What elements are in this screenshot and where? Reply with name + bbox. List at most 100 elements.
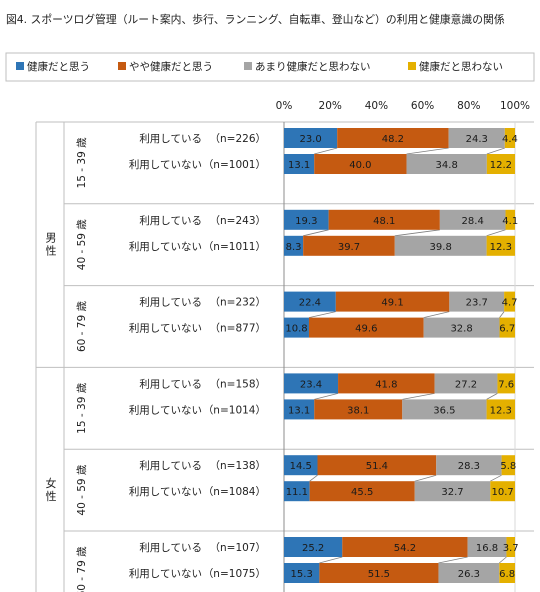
row-n-label: （n=138） xyxy=(210,460,267,472)
bar-segment xyxy=(338,373,435,394)
legend-label-4: 健康だと思わない xyxy=(419,60,503,73)
bar-segment xyxy=(504,128,515,148)
bar-segment xyxy=(486,235,515,256)
row-labels: 男性女性15 - 39 歳利用している （n=226）利用していない （n=1001… xyxy=(44,133,266,592)
bar-value-label: 22.4 xyxy=(299,298,321,309)
row-n-label: （n=107） xyxy=(210,542,267,554)
age-label: 15 - 39 歳 xyxy=(76,382,88,434)
x-tick-label: 0% xyxy=(276,100,293,112)
legend-label-2: やや健康だと思う xyxy=(129,60,213,73)
bar-value-label: 12.3 xyxy=(490,405,512,416)
legend-label-3: あまり健康だと思わない xyxy=(255,60,371,73)
bar-segment xyxy=(342,537,468,557)
bar-value-label: 8.3 xyxy=(286,242,302,253)
row-label: 利用していない xyxy=(129,323,202,335)
series-line xyxy=(394,229,440,237)
bar-segment xyxy=(284,209,329,230)
series-line xyxy=(314,393,339,400)
bar-value-label: 26.3 xyxy=(458,569,480,580)
bar-value-label: 45.5 xyxy=(351,487,373,498)
bar-segment xyxy=(284,563,320,583)
bar-value-label: 19.3 xyxy=(295,216,317,227)
bar-value-label: 23.7 xyxy=(466,298,488,309)
bar-value-label: 12.2 xyxy=(490,160,512,171)
bar-segment xyxy=(394,235,487,256)
bar-value-label: 27.2 xyxy=(455,379,477,390)
series-line xyxy=(309,474,318,482)
bar-segment xyxy=(439,209,506,230)
legend-box xyxy=(5,52,535,82)
bar-value-label: 16.8 xyxy=(476,543,498,554)
row-n-label: （n=243） xyxy=(210,215,267,227)
series-line xyxy=(499,311,505,318)
bar-segment xyxy=(499,317,515,338)
bar-segment xyxy=(309,481,415,502)
bar-segment xyxy=(319,563,439,583)
bar-value-label: 12.3 xyxy=(490,242,512,253)
bar-value-label: 51.5 xyxy=(368,569,390,580)
legend-swatch-3 xyxy=(244,62,252,70)
age-label: 15 - 39 歳 xyxy=(76,137,88,189)
legend-label-1: 健康だと思う xyxy=(27,60,90,73)
series-line xyxy=(314,147,338,155)
row-label: 利用していない xyxy=(129,486,202,498)
bars: 23.0 48.2 24.3 4.4 13.1 40.0 34.8 12.2 19.3 48.1 2… xyxy=(284,128,519,583)
series-line xyxy=(486,393,498,400)
bar-segment xyxy=(438,563,500,583)
row-n-label: （n=232） xyxy=(210,297,267,309)
bar-value-label: 10.8 xyxy=(285,324,307,335)
series-line xyxy=(423,311,450,318)
bar-value-label: 4.1 xyxy=(502,216,518,227)
bar-segment xyxy=(423,317,500,338)
age-label: 40 - 59 歳 xyxy=(76,219,88,271)
bar-segment xyxy=(284,455,318,476)
x-tick-label: 100% xyxy=(500,100,530,112)
bar-value-label: 6.8 xyxy=(499,569,515,580)
bar-segment xyxy=(284,481,310,502)
bar-value-label: 34.8 xyxy=(436,160,458,171)
bar-value-label: 25.2 xyxy=(302,543,324,554)
bar-segment xyxy=(317,455,437,476)
bar-segment xyxy=(284,317,309,338)
age-label: 60 - 79 歳 xyxy=(76,300,88,352)
bar-value-label: 49.1 xyxy=(381,298,403,309)
bar-segment xyxy=(284,235,304,256)
row-label: 利用している xyxy=(139,460,202,472)
row-label: 利用していない xyxy=(129,404,202,416)
bar-value-label: 48.2 xyxy=(382,134,404,145)
table-frame xyxy=(35,121,534,592)
series-line xyxy=(499,556,507,564)
series-line xyxy=(414,474,437,482)
x-tick-label: 40% xyxy=(365,100,388,112)
series-line xyxy=(486,229,506,237)
row-n-label: （n=1075） xyxy=(203,568,266,580)
row-label: 利用していない xyxy=(129,568,202,580)
bar-value-label: 5.8 xyxy=(500,461,516,472)
legend-swatch-4 xyxy=(408,62,416,70)
bar-segment xyxy=(308,317,424,338)
bar-value-label: 7.6 xyxy=(498,379,514,390)
row-n-label: （n=226） xyxy=(210,133,267,145)
bar-value-label: 4.4 xyxy=(502,134,518,145)
bar-value-label: 39.7 xyxy=(338,242,360,253)
bar-value-label: 23.0 xyxy=(299,134,321,145)
bar-segment xyxy=(467,537,507,557)
legend-swatch-1 xyxy=(16,62,24,70)
row-label: 利用している xyxy=(139,297,202,309)
bar-value-label: 32.7 xyxy=(441,487,463,498)
bar-value-label: 38.1 xyxy=(347,405,369,416)
bar-segment xyxy=(449,291,505,312)
bar-value-label: 14.5 xyxy=(290,461,312,472)
age-label: 40 - 59 歳 xyxy=(76,464,88,516)
bar-segment xyxy=(486,154,515,174)
row-label: 利用している xyxy=(139,378,202,390)
series-line xyxy=(303,229,329,237)
series-line xyxy=(486,147,505,155)
bar-value-label: 54.2 xyxy=(394,543,416,554)
series-line xyxy=(319,556,343,564)
bar-segment xyxy=(284,373,339,394)
row-n-label: （n=1011） xyxy=(203,241,266,253)
bar-value-label: 49.6 xyxy=(355,324,377,335)
bar-value-label: 41.8 xyxy=(375,379,397,390)
bar-segment xyxy=(504,291,515,312)
